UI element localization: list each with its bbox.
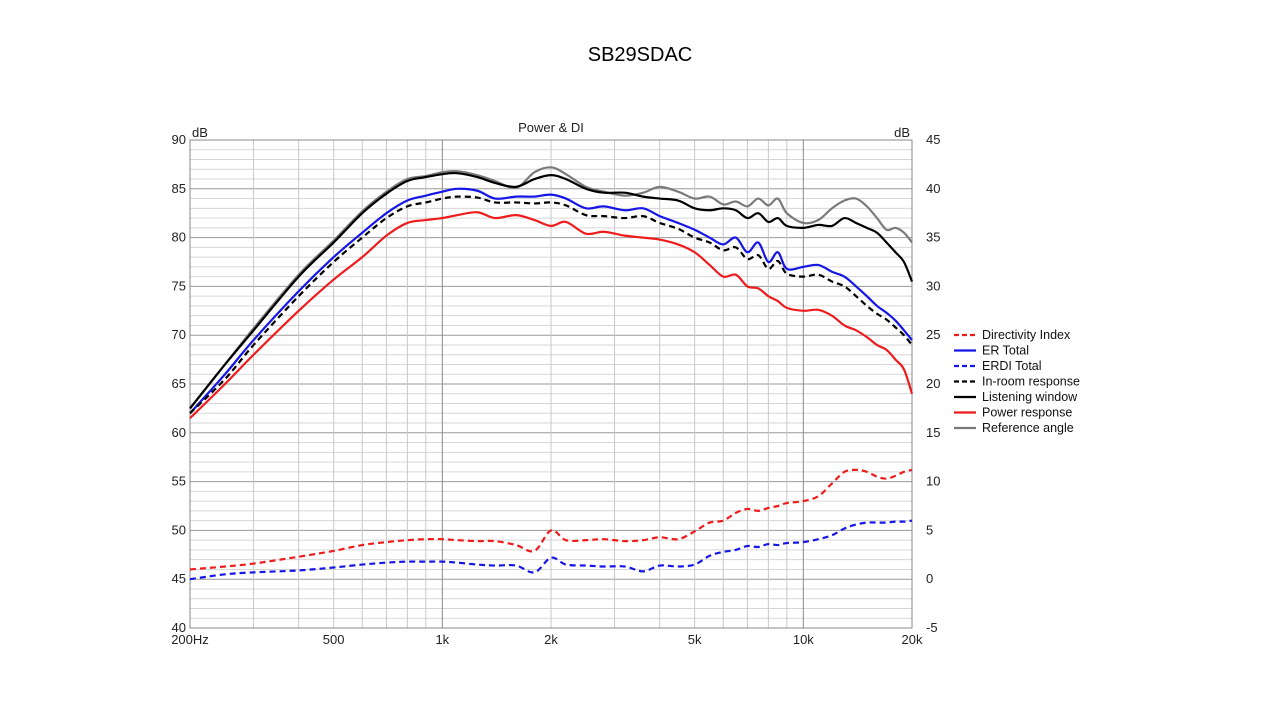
left-tick-label: 70 — [172, 327, 186, 342]
x-tick-label: 200Hz — [171, 632, 209, 647]
slide-title: SB29SDAC — [587, 44, 693, 66]
legend-label-reference-angle: Reference angle — [982, 421, 1074, 435]
er-total-line — [189, 187, 913, 415]
right-tick-label: 45 — [926, 132, 940, 147]
right-tick-label: 35 — [926, 230, 940, 245]
listening-window-line — [189, 171, 914, 410]
x-tick-label: 5k — [688, 632, 702, 647]
x-tick-label: 2k — [544, 632, 558, 647]
chart-title: Power & DI — [518, 120, 584, 135]
x-tick-label: 1k — [435, 632, 449, 647]
legend-label-erdi-total: ERDI Total — [982, 359, 1042, 373]
left-tick-label: 75 — [172, 278, 186, 293]
left-tick-label: 85 — [172, 181, 186, 196]
x-tick-label: 10k — [793, 632, 814, 647]
left-tick-label: 45 — [172, 571, 186, 586]
legend-label-listening-window: Listening window — [982, 390, 1078, 404]
series-lines — [189, 166, 914, 581]
left-tick-label: 55 — [172, 474, 186, 489]
right-tick-label: 25 — [926, 327, 940, 342]
reference-angle-line — [189, 166, 913, 410]
legend-label-in-room-response: In-room response — [982, 375, 1080, 389]
plot-area-frame — [189, 139, 913, 629]
left-tick-label: 90 — [172, 132, 186, 147]
legend-label-er-total: ER Total — [982, 344, 1029, 358]
in-room-response-line — [189, 195, 913, 415]
axes: 40 45 50 55 60 65 70 75 80 85 90 -5 0 5 10 15 20 25 30 35 40… — [171, 132, 940, 647]
right-tick-label: 20 — [926, 376, 940, 391]
left-axis-unit: dB — [192, 125, 208, 140]
directivity-index-line — [189, 468, 913, 571]
x-tick-label: 20k — [902, 632, 923, 647]
right-axis-unit: dB — [894, 125, 910, 140]
legend-label-directivity-index: Directivity Index — [982, 328, 1071, 342]
right-tick-label: 10 — [926, 474, 940, 489]
right-tick-label: 40 — [926, 181, 940, 196]
right-tick-label: 0 — [926, 571, 933, 586]
left-tick-label: 40 — [172, 620, 186, 635]
legend-label-power-response: Power response — [982, 406, 1072, 420]
right-tick-label: -5 — [926, 620, 938, 635]
x-tick-label: 500 — [323, 632, 345, 647]
left-tick-label: 65 — [172, 376, 186, 391]
left-tick-label: 60 — [172, 425, 186, 440]
right-tick-label: 5 — [926, 522, 933, 537]
left-tick-label: 50 — [172, 522, 186, 537]
erdi-total-line — [189, 519, 913, 581]
right-tick-label: 15 — [926, 425, 940, 440]
left-tick-label: 80 — [172, 230, 186, 245]
right-tick-label: 30 — [926, 278, 940, 293]
grid — [189, 139, 913, 629]
power-response-line — [189, 211, 914, 419]
